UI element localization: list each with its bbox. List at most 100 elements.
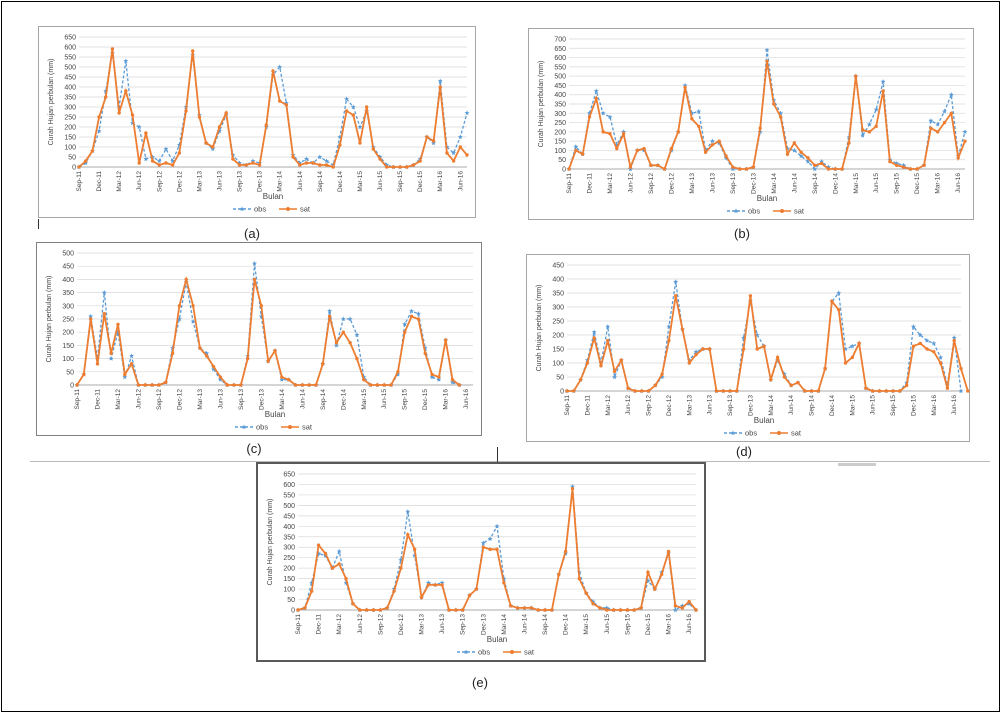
y-tick-label: 200 <box>64 125 76 132</box>
data-point-sat <box>399 566 403 570</box>
data-point-sat <box>676 130 680 134</box>
data-point-sat <box>385 606 389 610</box>
data-point-sat <box>741 347 746 351</box>
data-point-obs <box>614 142 620 147</box>
y-axis-label: Curah Hujan perbulan (mm) <box>536 285 543 372</box>
x-tick-label: Sep-12 <box>156 171 163 192</box>
x-tick-label: Dec-15 <box>645 614 652 635</box>
legend-marker-obs <box>463 649 469 655</box>
data-point-sat <box>687 361 691 365</box>
chart-svg: 0 50 100 150 200 250 300 350 400 450 500 Curah Huja… <box>46 251 473 432</box>
data-point-sat <box>694 352 698 357</box>
data-point-obs <box>340 316 346 322</box>
data-point-sat <box>840 167 844 171</box>
x-tick-label: Sep-15 <box>624 614 631 635</box>
data-point-sat <box>591 602 595 606</box>
x-tick-label: Jun-15 <box>377 171 384 191</box>
y-tick-label: 100 <box>283 587 295 594</box>
data-point-sat <box>680 327 685 332</box>
data-point-sat <box>515 606 520 610</box>
data-point-sat <box>529 606 534 610</box>
data-point-obs <box>836 290 842 296</box>
y-tick-label: 650 <box>554 46 566 53</box>
y-tick-label: 250 <box>283 555 295 562</box>
series-line-obs <box>76 263 460 386</box>
data-point-sat <box>375 383 380 387</box>
data-point-sat <box>418 159 422 163</box>
x-tick-label: Mar-14 <box>277 171 284 192</box>
data-point-sat <box>772 102 776 106</box>
data-point-sat <box>344 576 348 581</box>
data-point-obs <box>764 47 770 53</box>
x-tick-label: Jun-14 <box>299 389 306 409</box>
data-point-sat <box>252 277 257 282</box>
y-tick-label: 350 <box>64 95 76 102</box>
x-tick-label: Dec-12 <box>398 614 405 635</box>
y-tick-label: 0 <box>72 165 76 172</box>
data-point-sat <box>666 549 671 554</box>
y-tick-label: 250 <box>64 115 76 122</box>
data-point-sat <box>316 543 321 547</box>
data-point-sat <box>587 115 592 119</box>
data-point-obs <box>429 374 435 380</box>
data-point-sat <box>717 139 721 143</box>
data-point-obs <box>958 388 964 394</box>
y-tick-label: 150 <box>552 347 564 354</box>
y-tick-label: 650 <box>64 35 76 42</box>
data-point-obs <box>605 324 611 329</box>
x-tick-label: Mar-16 <box>935 173 942 194</box>
x-tick-label: Jun-12 <box>136 171 143 191</box>
data-point-obs <box>395 371 401 377</box>
x-tick-label: Sep-14 <box>809 395 816 416</box>
y-tick-label: 450 <box>283 513 295 520</box>
data-point-sat <box>337 562 341 566</box>
data-point-sat <box>77 165 81 169</box>
data-point-sat <box>653 383 658 388</box>
data-point-obs <box>494 523 500 529</box>
data-point-sat <box>440 583 444 587</box>
y-tick-label: 0 <box>70 383 74 390</box>
x-tick-label: Dec-11 <box>586 173 593 194</box>
data-point-sat <box>303 606 307 610</box>
data-point-sat <box>635 148 639 153</box>
data-point-sat <box>378 608 383 612</box>
data-point-obs <box>130 120 135 126</box>
data-point-sat <box>411 163 416 167</box>
data-point-sat <box>177 151 182 155</box>
data-point-sat <box>83 159 88 163</box>
data-point-sat <box>307 383 311 387</box>
data-point-obs <box>917 332 923 338</box>
data-point-obs <box>924 338 930 343</box>
y-tick-label: 650 <box>283 472 295 479</box>
data-point-sat <box>895 163 899 167</box>
data-point-sat <box>932 350 936 354</box>
legend-label-sat: sat <box>302 423 313 432</box>
y-tick-label: 700 <box>554 37 566 44</box>
data-point-sat <box>177 304 182 308</box>
y-tick-label: 600 <box>64 45 76 52</box>
data-point-obs <box>409 308 414 314</box>
x-tick-label: Sep-15 <box>894 173 901 194</box>
data-point-obs <box>860 133 866 138</box>
data-point-sat <box>330 566 335 570</box>
data-point-sat <box>224 111 228 115</box>
x-tick-label: Sep-14 <box>320 389 327 410</box>
data-point-sat <box>694 608 698 612</box>
data-point-obs <box>402 321 408 327</box>
legend-label-obs: obs <box>748 207 760 216</box>
x-tick-label: Jun-13 <box>216 171 223 191</box>
data-point-obs <box>122 374 128 380</box>
data-point-sat <box>660 372 664 376</box>
data-point-sat <box>646 389 651 393</box>
y-tick-label: 350 <box>552 291 564 298</box>
legend-label-obs: obs <box>478 648 490 657</box>
x-tick-label: Sep-11 <box>76 171 83 192</box>
data-point-obs <box>587 110 592 116</box>
data-point-sat <box>391 165 396 169</box>
data-point-sat <box>792 141 797 145</box>
data-point-sat <box>522 606 527 610</box>
legend-label-obs: obs <box>745 429 757 438</box>
data-point-sat <box>731 165 735 169</box>
data-point-obs <box>425 580 431 585</box>
y-tick-label: 500 <box>64 65 76 72</box>
